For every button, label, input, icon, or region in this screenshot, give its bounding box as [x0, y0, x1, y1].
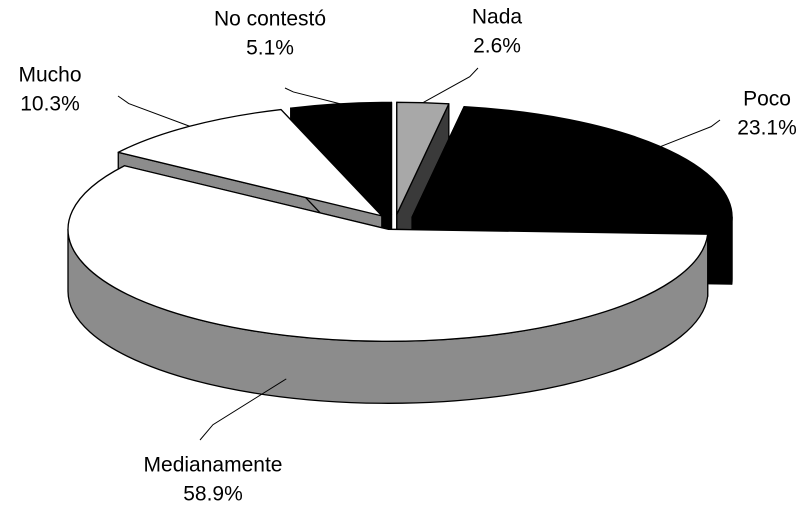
value-label: 58.9% [183, 483, 243, 506]
slice-top [117, 108, 383, 217]
leader-line [284, 87, 341, 105]
category-label: No contestó [214, 8, 326, 31]
value-label: 2.6% [473, 35, 521, 58]
category-label: Mucho [18, 64, 81, 87]
slice-top [411, 105, 733, 223]
leader-line [199, 378, 287, 441]
value-label: 10.3% [20, 93, 80, 116]
category-label: Poco [743, 88, 791, 111]
slice-top [67, 165, 709, 342]
slice-top [396, 101, 450, 215]
leader-line [117, 95, 190, 127]
leader-line [422, 67, 479, 104]
pie-slice [67, 165, 709, 404]
category-label: Nada [472, 6, 523, 29]
slice-top [290, 101, 393, 216]
category-label: Medianamente [144, 454, 283, 477]
value-label: 5.1% [246, 37, 294, 60]
leader-line [660, 119, 721, 148]
value-label: 23.1% [737, 117, 797, 140]
